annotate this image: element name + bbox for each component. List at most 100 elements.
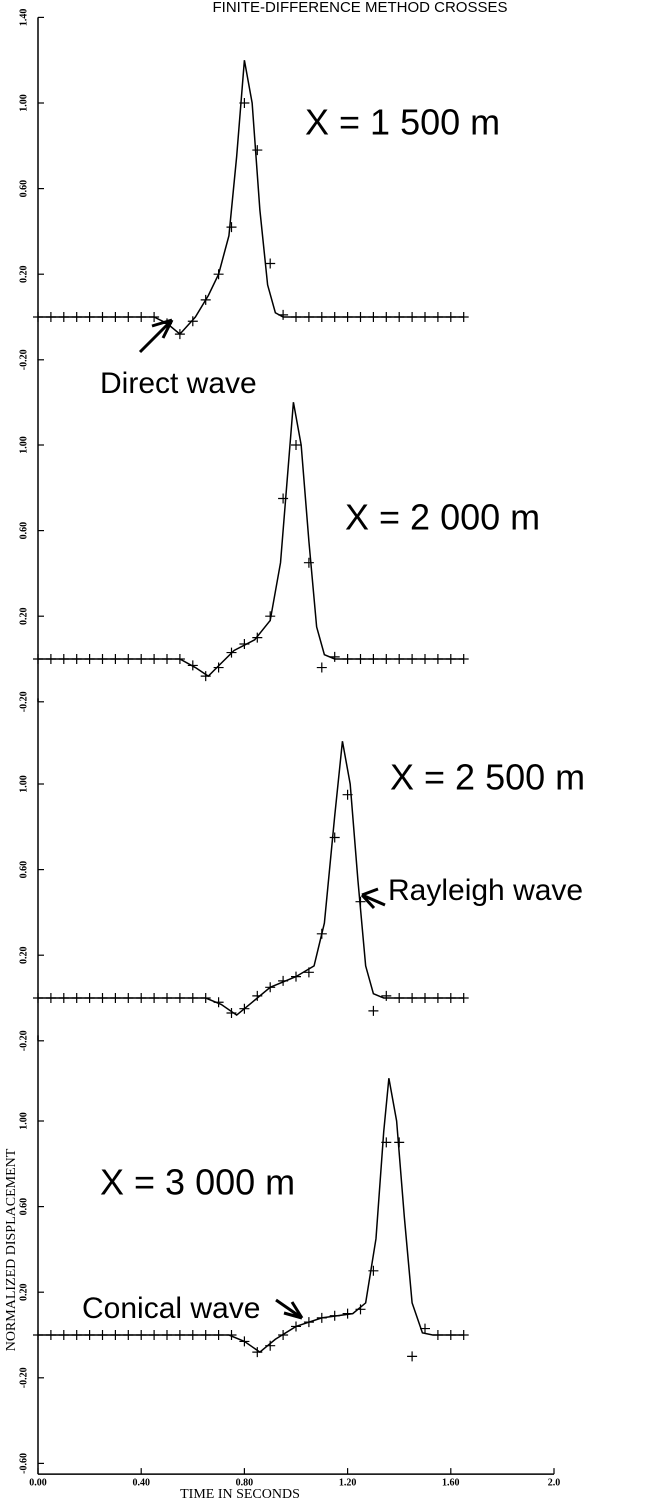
cross-marker bbox=[407, 1351, 418, 1362]
cross-marker bbox=[200, 1330, 211, 1340]
cross-marker bbox=[239, 639, 250, 650]
cross-marker bbox=[84, 312, 95, 322]
wave-annotation: Conical wave bbox=[82, 1292, 260, 1325]
wave-annotation: Direct wave bbox=[100, 367, 257, 400]
waveform-line bbox=[38, 402, 464, 678]
cross-marker bbox=[174, 993, 185, 1003]
cross-marker bbox=[45, 993, 56, 1003]
cross-marker bbox=[394, 654, 405, 664]
cross-marker bbox=[432, 1330, 443, 1340]
cross-marker bbox=[445, 654, 456, 664]
y-tick-label: 0.20 bbox=[18, 607, 29, 625]
y-tick-label: 1.40 bbox=[18, 9, 29, 27]
cross-marker bbox=[316, 662, 327, 673]
y-tick-label: -0.20 bbox=[18, 1030, 29, 1051]
cross-marker bbox=[110, 312, 121, 322]
cross-marker bbox=[174, 1330, 185, 1340]
cross-marker bbox=[136, 993, 147, 1003]
cross-marker bbox=[381, 312, 392, 322]
cross-marker bbox=[58, 654, 69, 664]
distance-label: X = 1 500 m bbox=[305, 102, 500, 143]
cross-marker bbox=[123, 654, 134, 664]
cross-marker bbox=[445, 993, 456, 1003]
cross-marker bbox=[420, 654, 430, 664]
y-tick-label: 0.20 bbox=[18, 946, 29, 964]
cross-marker bbox=[71, 312, 82, 322]
cross-marker bbox=[432, 654, 443, 664]
cross-marker bbox=[136, 654, 147, 664]
cross-marker bbox=[226, 1330, 237, 1340]
cross-marker bbox=[84, 654, 95, 664]
cross-marker bbox=[33, 993, 43, 1003]
cross-marker bbox=[149, 993, 160, 1003]
cross-marker bbox=[265, 982, 276, 993]
cross-marker bbox=[445, 1330, 456, 1340]
cross-marker bbox=[394, 312, 405, 322]
cross-marker bbox=[33, 312, 43, 322]
cross-marker bbox=[110, 1330, 121, 1340]
cross-marker bbox=[252, 990, 263, 1001]
cross-marker bbox=[381, 1137, 392, 1148]
cross-marker bbox=[368, 1265, 379, 1276]
cross-marker bbox=[394, 993, 405, 1003]
cross-marker bbox=[291, 1321, 301, 1332]
y-tick-label: 1.00 bbox=[18, 1112, 29, 1130]
cross-marker bbox=[45, 312, 56, 322]
y-tick-label: 0.60 bbox=[18, 180, 29, 198]
y-tick-label: 0.60 bbox=[18, 861, 29, 879]
cross-marker bbox=[97, 1330, 108, 1340]
cross-marker bbox=[149, 312, 160, 322]
cross-marker bbox=[303, 312, 314, 322]
cross-marker bbox=[303, 1317, 314, 1328]
annotation-arrow bbox=[275, 1298, 304, 1320]
cross-marker bbox=[368, 654, 379, 664]
cross-marker bbox=[162, 654, 172, 664]
cross-marker bbox=[200, 294, 211, 305]
cross-marker bbox=[45, 654, 56, 664]
cross-marker bbox=[432, 993, 443, 1003]
cross-marker bbox=[458, 654, 469, 664]
cross-marker bbox=[278, 975, 289, 986]
cross-marker bbox=[33, 1330, 43, 1340]
cross-marker bbox=[58, 312, 69, 322]
cross-marker bbox=[329, 832, 340, 843]
y-tick-label: -0.20 bbox=[18, 1367, 29, 1388]
cross-marker bbox=[381, 654, 392, 664]
cross-marker bbox=[355, 654, 366, 664]
cross-marker bbox=[355, 1304, 366, 1315]
cross-marker bbox=[303, 557, 314, 568]
figure-title: FINITE-DIFFERENCE METHOD CROSSES bbox=[212, 0, 507, 16]
cross-marker bbox=[407, 993, 418, 1003]
cross-marker bbox=[316, 312, 327, 322]
cross-marker bbox=[407, 654, 418, 664]
cross-marker bbox=[394, 1137, 405, 1148]
y-tick-label: 0.60 bbox=[18, 1198, 29, 1216]
cross-marker bbox=[97, 654, 108, 664]
cross-marker bbox=[226, 1007, 237, 1018]
cross-marker bbox=[84, 993, 95, 1003]
distance-label: X = 2 500 m bbox=[390, 757, 585, 798]
cross-marker bbox=[303, 967, 314, 978]
cross-marker bbox=[252, 632, 263, 643]
y-tick-label: -0.60 bbox=[18, 1453, 29, 1474]
cross-marker bbox=[342, 789, 353, 800]
cross-marker bbox=[110, 993, 121, 1003]
cross-marker bbox=[252, 145, 263, 156]
cross-marker bbox=[329, 312, 340, 322]
cross-marker bbox=[200, 671, 211, 682]
cross-marker bbox=[84, 1330, 95, 1340]
cross-marker bbox=[329, 1310, 340, 1321]
cross-marker bbox=[136, 1330, 147, 1340]
cross-marker bbox=[187, 316, 198, 327]
x-axis-title: TIME IN SECONDS bbox=[180, 1487, 300, 1502]
cross-marker bbox=[239, 98, 250, 108]
cross-marker bbox=[420, 993, 430, 1003]
cross-marker bbox=[200, 993, 211, 1003]
cross-marker bbox=[58, 993, 69, 1003]
cross-marker bbox=[226, 647, 237, 658]
cross-marker bbox=[368, 312, 379, 322]
cross-marker bbox=[213, 1330, 224, 1340]
cross-marker bbox=[123, 1330, 134, 1340]
cross-marker bbox=[265, 1340, 276, 1351]
cross-marker bbox=[458, 1330, 469, 1340]
